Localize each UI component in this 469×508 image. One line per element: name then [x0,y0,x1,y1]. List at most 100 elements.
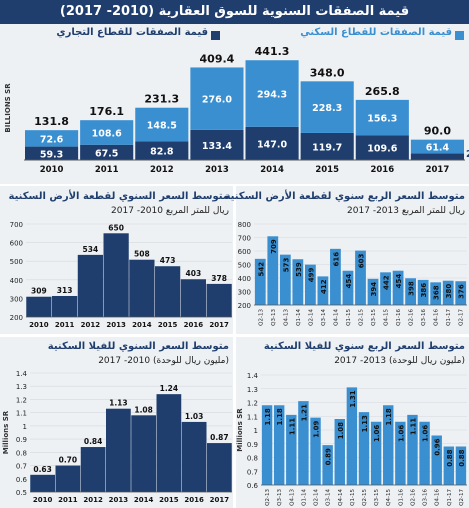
value-label: 1.24 [160,384,179,393]
y-tick-label: 1 [23,423,27,431]
main-label-commercial: 28.6 [466,149,469,160]
value-label: 398 [408,281,416,296]
x-tick-label: Q1-17 [446,309,452,326]
bar [155,266,181,317]
bar [129,259,155,317]
main-label-commercial: 67.5 [95,148,118,159]
x-tick-label: 2017 [210,496,230,504]
land-annual-subtitle: ريال للمتر المربع 2010- 2017 [111,206,229,216]
main-label-commercial: 147.0 [257,139,287,150]
bar [279,254,291,305]
y-tick-label: 0.6 [16,476,28,484]
villa-annual-title: متوسط السعر السنوي للفيلا السكنية [47,341,229,352]
value-label: 1.11 [409,418,417,435]
x-tick-label: 2014 [134,496,154,504]
bar [254,258,266,305]
y-tick-label: 1.4 [247,372,259,380]
value-label: 499 [307,268,315,283]
main-bar-commercial [410,153,464,160]
value-label: 378 [211,274,227,283]
main-bar-commercial [355,135,409,160]
y-tick-label: 600 [238,248,251,256]
land-quarterly-title: متوسط السعر الربع سنوي لقطعة الأرض السكن… [224,191,465,202]
x-tick-label: Q4-16 [434,309,440,326]
y-tick-label: 500 [10,258,23,266]
bar [430,282,442,305]
value-label: 1.31 [349,390,357,407]
x-tick-label: Q3-13 [271,309,277,326]
value-label: 1.18 [385,408,393,425]
x-tick-label: Q2-14 [314,489,320,506]
x-tick-label: 2012 [81,321,101,329]
value-label: 1.18 [276,408,284,425]
bar [80,447,106,492]
value-label: 376 [458,284,466,299]
y-tick-label: 0.7 [247,468,258,476]
value-label: 403 [186,269,202,278]
main-bar-commercial [25,146,79,160]
main-label-commercial: 82.8 [150,147,174,158]
bar [442,280,454,305]
x-tick-label: Q2-15 [359,309,365,326]
main-x-tick-label: 2014 [260,165,284,175]
bar [358,412,370,485]
bar [431,435,442,485]
value-label: 394 [370,282,378,297]
main-bar-residential [80,120,134,145]
main-bar-commercial [190,129,244,160]
y-tick-label: 0.7 [16,463,27,471]
x-tick-label: 2011 [58,496,78,504]
value-label: 709 [270,239,278,254]
bar [367,278,379,305]
value-label: 368 [433,285,441,300]
value-label: 380 [445,284,453,299]
main-label-residential: 276.0 [202,95,232,106]
bar [443,446,455,485]
bar [26,296,52,317]
x-tick-label: Q1-14 [296,309,302,326]
villa-annual-bar-chart: 0.5 0.6 0.7 0.8 0.9 1 1.1 1.2 1.3 1.4 Millions SR 0… [2,370,232,504]
land-annual-bar-chart: 200 300 400 500 600 700 309 2010 313 2011 534 2012 6… [10,221,232,329]
x-tick-label: Q4-15 [386,489,392,506]
bar [286,414,297,485]
bar [419,421,430,485]
value-label: 539 [295,262,303,277]
y-tick-label: 1.1 [247,413,258,421]
value-label: 1.09 [313,421,321,438]
bar [304,264,316,305]
value-label: 534 [83,245,99,254]
legend-label-residential: قيمة الصفقات للقطاع السكني [300,27,452,38]
main-bar-residential [190,67,244,130]
villa-quarterly-subtitle: (مليون ريال للوحدة) 2013- 2017 [334,356,465,366]
bar [261,405,273,485]
bar [317,276,329,305]
y-tick-label: 0.9 [16,436,27,444]
x-tick-label: 2015 [159,496,179,504]
main-stacked-bar-chart: BILLIONS SR 59.3 72.6 131.8 2010 67.5 108.6 176… [4,45,469,175]
x-tick-label: Q3-16 [423,489,429,506]
main-x-tick-label: 2016 [370,165,394,175]
main-label-total: 231.3 [144,93,179,106]
main-bar-residential [355,99,409,136]
x-tick-label: Q4-13 [283,309,289,326]
villa-annual-subtitle: (مليون ريال للوحدة) 2010- 2017 [98,356,229,366]
x-tick-label: 2016 [184,496,204,504]
value-label: 603 [358,253,366,268]
x-tick-label: Q3-14 [326,489,332,506]
land-quarterly-bar-chart: 200 300 400 500 600 700 800 542 Q2-13 709 Q3-13 573… [238,221,467,326]
x-tick-label: Q1-14 [301,489,307,506]
x-tick-label: Q4-14 [333,309,339,326]
main-label-total: 409.4 [200,52,235,65]
value-label: 0.84 [84,437,103,446]
bar [156,394,182,492]
main-label-commercial: 59.3 [40,149,63,160]
main-bar-residential [245,60,299,127]
value-label: 0.87 [210,433,229,442]
x-tick-label: Q3-15 [374,489,380,506]
main-label-residential: 294.3 [257,89,287,100]
main-label-commercial: 109.6 [367,144,397,155]
x-tick-label: Q2-14 [308,309,314,326]
value-label: 309 [31,287,47,296]
bar [267,236,279,305]
main-label-commercial: 119.7 [312,142,342,153]
